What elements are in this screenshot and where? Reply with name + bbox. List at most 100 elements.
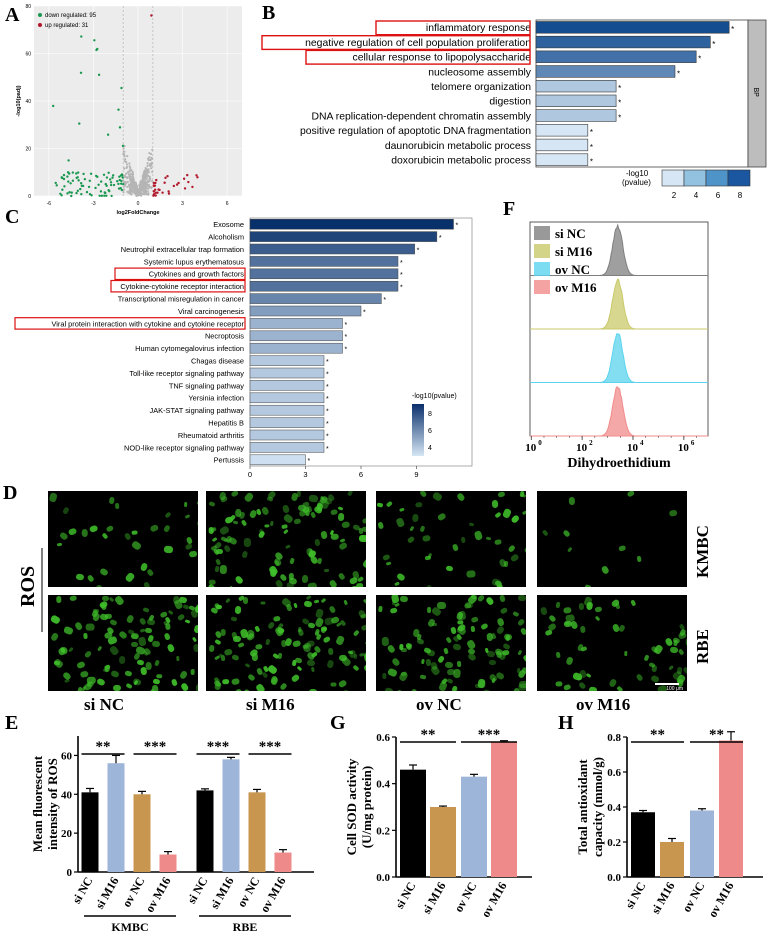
point-down [105,194,108,197]
x-tick-label: ov NC [679,880,707,915]
point-up [175,183,179,186]
point-ns [122,152,125,155]
category-label: doxorubicin metabolic process [391,156,531,167]
go-bp-bar-chart: BP * inflammatory response * negative regula… [261,19,767,200]
bar [719,740,743,877]
y-axis-label: (U/mg protein) [359,766,374,848]
y-tick-label: 60 [61,750,73,762]
point-down [111,176,114,179]
point-down [85,190,89,194]
x-tick-exponent: 2 [589,439,593,447]
point-up [187,180,190,184]
point-ns [151,170,154,173]
point-down [111,174,115,177]
significance-star: * [400,260,403,267]
highlight-box [305,49,531,65]
micrograph-rbe-si-m16 [206,595,366,691]
y-axis-label: Cell SOD activity [344,758,359,855]
panel-letter-e: E [5,712,19,734]
group-label: KMBC [111,920,148,934]
x-tick-label: 6 [359,470,363,479]
point-ns [147,157,150,160]
y-axis-label: -log10(padj) [16,85,22,116]
point-ns [145,174,148,177]
significance-star: * [590,158,593,167]
bar [400,769,426,877]
point-down [69,182,72,185]
point-down [112,183,116,187]
point-down [66,175,69,178]
point-ns [149,158,152,162]
y-tick-label: 20 [61,828,73,840]
y-tick-label: 0.6 [607,767,621,779]
point-down [104,191,107,195]
point-down [80,192,83,196]
y-tick-label: 0.0 [376,872,390,884]
point-ns [126,176,129,179]
bar [248,792,266,872]
point-ns [142,187,145,190]
point-ns [131,185,135,188]
legend-tick: 2 [672,191,677,200]
point-ns [133,190,137,193]
point-down [77,179,80,182]
significance-star: * [326,359,329,366]
point-down [116,180,119,183]
micrograph-kmbc-si-m16 [206,491,366,587]
point-ns [147,168,150,171]
y-tick-label: 40 [25,99,31,105]
significance-label: *** [144,739,167,755]
significance-star: * [417,247,420,254]
point-down [90,194,93,197]
bar [430,807,456,877]
scale-bar-label: 100 μm [666,686,683,691]
significance-label: ** [421,727,436,743]
point-ns [151,180,154,183]
point-down [59,192,62,195]
point-ns [151,148,154,151]
y-tick-label: 60 [25,52,31,58]
x-tick-label: ov M16 [705,880,736,920]
category-label: positive regulation of apoptotic DNA fra… [300,126,531,137]
point-down [70,191,73,194]
point-ns [140,179,143,182]
bar [249,231,438,242]
point-ns [149,162,152,166]
x-tick-label: -3 [91,201,96,207]
bar [249,318,343,329]
significance-label: *** [478,727,501,743]
significance-star: * [326,409,329,416]
point-ns [143,172,146,175]
significance-star: * [326,371,329,378]
legend-title: -log10(pvalue) [412,393,457,400]
significance-star: * [400,272,403,279]
bar [249,256,399,267]
significance-label: *** [259,739,282,755]
point-down [66,192,69,195]
legend-tick: 6 [716,191,721,200]
bar [535,50,697,63]
category-label: Viral protein interaction with cytokine … [51,319,244,328]
point-ns [140,187,144,190]
point-up [152,190,156,193]
y-tick-label: 0.4 [607,802,621,814]
point-down [79,187,82,191]
point-ns [142,178,145,181]
point-ns [125,165,129,169]
x-tick-exponent: 4 [640,439,644,447]
bar [535,94,617,107]
micrograph-rbe-ov-m16: 100 μm [537,595,687,691]
ros-micrographs: 100 μm [48,491,687,691]
point-up [172,184,176,188]
bar [535,65,676,78]
category-label: telomere organization [431,82,531,93]
legend-label: si NC [555,226,586,241]
bar [196,790,214,872]
significance-star: * [590,143,593,152]
point-down [93,39,96,42]
point-ns [141,182,144,185]
legend-swatch [534,244,550,258]
y-tick-label: 20 [25,147,31,153]
legend-tick: 4 [428,445,432,452]
